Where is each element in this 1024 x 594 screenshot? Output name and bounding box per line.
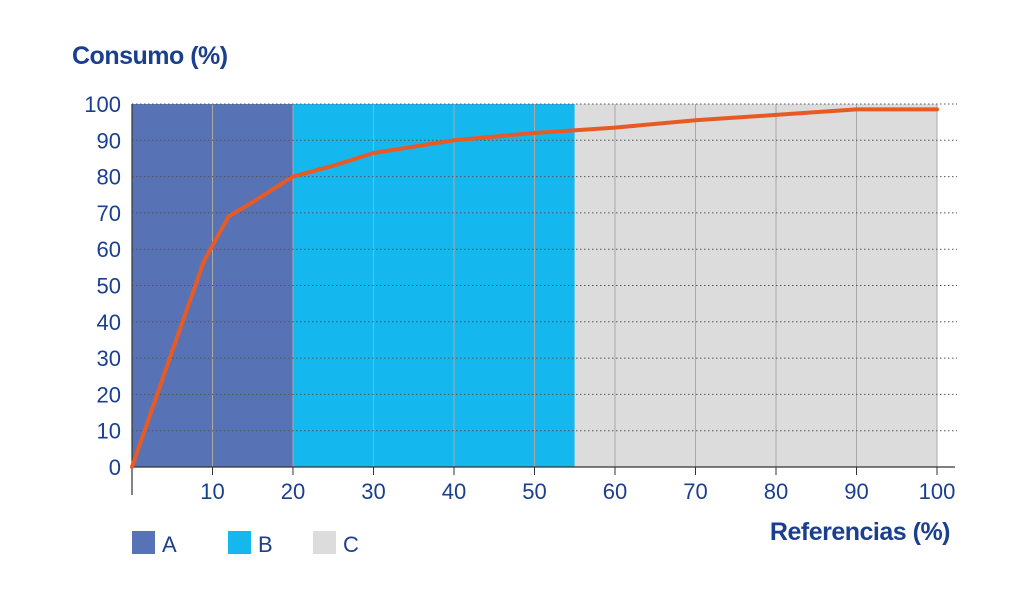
grid-layer bbox=[132, 103, 957, 467]
y-tick-label: 10 bbox=[97, 419, 121, 444]
legend-swatch bbox=[132, 531, 155, 554]
legend-item-b: B bbox=[228, 531, 273, 557]
x-tick-label: 20 bbox=[281, 479, 305, 504]
x-tick-label: 60 bbox=[603, 479, 627, 504]
series-layer bbox=[130, 107, 939, 469]
legend-item-c: C bbox=[313, 531, 359, 557]
legend-swatch bbox=[313, 531, 336, 554]
y-tick-label: 30 bbox=[97, 346, 121, 371]
x-tick-label: 10 bbox=[200, 479, 224, 504]
x-tick-label: 40 bbox=[442, 479, 466, 504]
legend-swatch bbox=[228, 531, 251, 554]
legend-item-a: A bbox=[132, 531, 177, 557]
series-line bbox=[130, 107, 939, 469]
y-tick-label: 20 bbox=[97, 382, 121, 407]
legend-label: C bbox=[343, 532, 359, 557]
ticks-layer: 0 10 20 30 40 50 60 70 80 90 100 10 20 30 40 50 60 70 80 90… bbox=[84, 92, 955, 504]
x-tick-label: 90 bbox=[844, 479, 868, 504]
y-tick-label: 50 bbox=[97, 274, 121, 299]
y-axis-title: Consumo (%) bbox=[72, 42, 228, 70]
y-tick-label: 60 bbox=[97, 237, 121, 262]
x-tick-label: 100 bbox=[919, 479, 956, 504]
x-tick-label: 50 bbox=[522, 479, 546, 504]
y-tick-label: 70 bbox=[97, 201, 121, 226]
y-tick-label: 100 bbox=[84, 92, 121, 117]
y-tick-label: 0 bbox=[109, 455, 121, 480]
legend-label: B bbox=[258, 532, 273, 557]
x-tick-label: 80 bbox=[764, 479, 788, 504]
y-tick-label: 80 bbox=[97, 165, 121, 190]
y-tick-label: 90 bbox=[97, 128, 121, 153]
x-tick-label: 30 bbox=[361, 479, 385, 504]
y-tick-label: 40 bbox=[97, 310, 121, 335]
axes-layer bbox=[131, 104, 955, 495]
x-axis-title: Referencias (%) bbox=[770, 518, 950, 546]
x-tick-label: 70 bbox=[683, 479, 707, 504]
legend-label: A bbox=[162, 532, 177, 557]
legend: A B C bbox=[132, 531, 359, 557]
